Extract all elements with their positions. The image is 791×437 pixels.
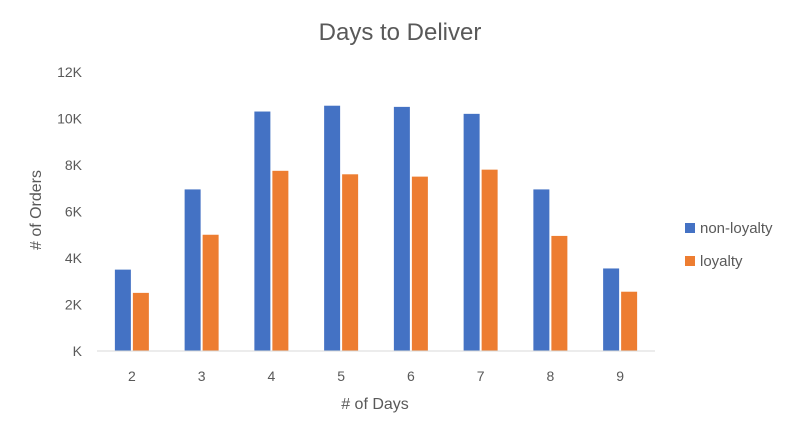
bars [114,105,638,352]
bar-non-loyalty-5 [324,105,341,352]
legend-swatch-loyalty [685,256,695,266]
legend-swatch-non-loyalty [685,223,695,233]
y-tick-label: 10K [57,111,83,127]
legend-label-non-loyalty: non-loyalty [700,220,773,237]
y-tick-label: 4K [65,250,83,266]
x-tick-label: 8 [546,368,554,384]
x-tick-label: 7 [477,368,485,384]
y-axis-title: # of Orders [28,170,45,250]
y-tick-label: 6K [65,204,83,220]
bar-non-loyalty-6 [393,106,410,351]
bar-non-loyalty-9 [603,268,620,351]
bar-loyalty-4 [272,170,289,351]
x-tick-label: 4 [267,368,275,384]
legend-label-loyalty: loyalty [700,253,743,270]
bar-non-loyalty-7 [463,113,480,351]
bar-loyalty-9 [621,291,638,351]
x-axis-title: # of Days [341,396,409,413]
y-tick-label: 12K [57,64,83,80]
bar-loyalty-5 [342,174,359,351]
x-tick-label: 6 [407,368,415,384]
bar-non-loyalty-3 [184,189,201,351]
x-tick-label: 2 [128,368,136,384]
x-axis-tick-labels: 2 3 4 5 6 7 8 9 [128,368,624,384]
bar-loyalty-8 [551,235,568,351]
y-tick-label: K [73,343,83,359]
bar-non-loyalty-2 [114,269,131,351]
y-tick-label: 8K [65,157,83,173]
bar-non-loyalty-4 [254,111,271,352]
x-tick-label: 9 [616,368,624,384]
chart-title: Days to Deliver [319,19,482,46]
legend: non-loyalty loyalty [685,220,773,270]
x-tick-label: 3 [198,368,206,384]
bar-loyalty-7 [481,169,498,351]
bar-loyalty-3 [202,234,219,351]
y-axis-tick-labels: K 2K 4K 6K 8K 10K 12K [57,64,83,359]
x-tick-label: 5 [337,368,345,384]
bar-loyalty-6 [411,176,428,351]
bar-non-loyalty-8 [533,189,550,351]
y-tick-label: 2K [65,297,83,313]
bar-loyalty-2 [132,292,149,351]
